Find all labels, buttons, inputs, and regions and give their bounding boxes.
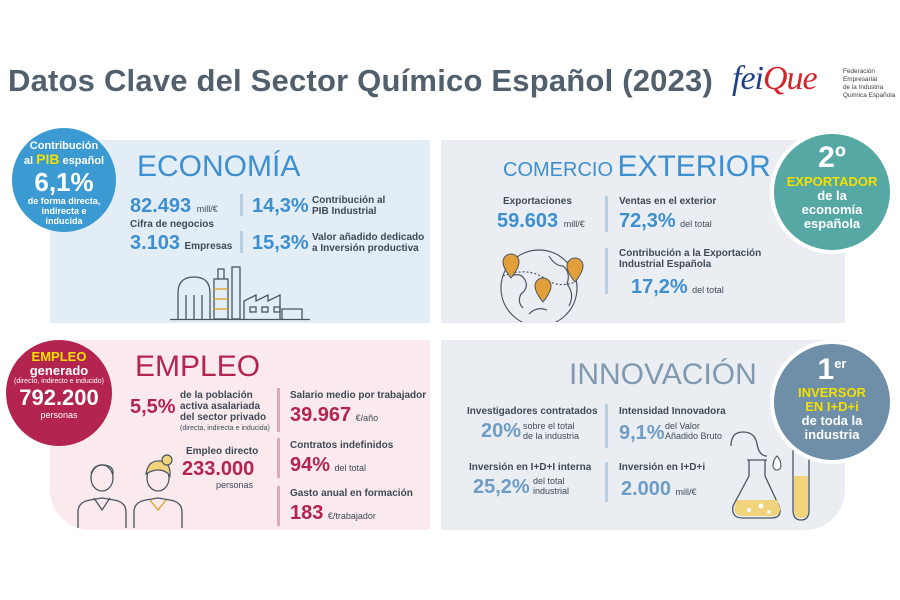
logo-subtitle: Federación Empresarial de la Industria Quí… — [843, 68, 896, 99]
inversor-circle: 1er INVERSOR EN I+D+i de toda la industria — [770, 340, 894, 464]
logo-wordmark: feiQue — [732, 60, 818, 97]
exportador-circle: 2º EXPORTADOR de la economía española — [770, 130, 894, 254]
empresas-stat: 3.103 Empresas — [130, 232, 233, 254]
intensidad-label: Intensidad Innovadora — [619, 406, 726, 417]
circle-line: de la economía española — [801, 188, 863, 231]
divider — [605, 462, 608, 502]
gasto-formacion-label: Gasto anual en formación — [290, 488, 413, 499]
empleo-directo-value: 233.000 — [182, 458, 255, 480]
intensidad-value: 9,1% — [619, 422, 665, 444]
circle-line: personas — [40, 410, 78, 420]
lab-flask-icon — [730, 431, 813, 521]
exportaciones-label: Exportaciones — [503, 196, 572, 207]
inversion-interna-desc: del total industrial — [533, 476, 570, 496]
pib-value: 6,1% — [34, 167, 94, 197]
feique-logo: feiQue Federación Empresarial de la Indus… — [732, 60, 895, 104]
divider — [277, 438, 280, 478]
vab-value: 15,3% — [252, 232, 309, 254]
empleo-generado-value: 792.200 — [19, 385, 99, 410]
factory-icon — [170, 266, 310, 321]
rank-value: 1er — [817, 353, 847, 386]
ventas-exterior-stat: 72,3% del total — [619, 210, 712, 232]
economia-panel: ECONOMÍA 82.493 mill/€ Cifra de negocios… — [50, 140, 430, 323]
rank-value: 2º — [818, 141, 846, 174]
salario-stat: 39.967 €/año — [290, 404, 379, 426]
pib-contribution-circle: Contribución al PIB español 6,1% de form… — [12, 128, 116, 232]
inversion-interna-value: 25,2% — [473, 476, 530, 498]
divider — [605, 248, 608, 294]
investigadores-label: Investigadores contratados — [467, 406, 598, 417]
contratos-label: Contratos indefinidos — [290, 440, 394, 451]
circle-line: de forma directa, indirecta e inducida — [27, 196, 101, 226]
pib-industrial-label: Contribución al PIB Industrial — [312, 195, 386, 217]
empleo-directo-label: Empleo directo — [186, 446, 259, 457]
circle-line: INVERSOR EN I+D+i — [798, 385, 866, 414]
investigadores-stat: 20% — [481, 420, 522, 442]
inversion-idi-label: Inversión en I+D+i — [619, 462, 706, 473]
poblacion-activa-label: de la población activa asalariada del sect… — [180, 390, 270, 432]
circle-line: (directo, indirecto e inducido) — [14, 378, 104, 385]
divider — [277, 486, 280, 526]
cifra-negocios-label: Cifra de negocios — [130, 219, 214, 230]
workers-icon — [77, 454, 183, 528]
vab-label: Valor añadido dedicado a Inversión produc… — [312, 232, 425, 254]
intensidad-desc: del Valor Añadido Bruto — [665, 421, 723, 441]
contratos-stat: 94% del total — [290, 454, 367, 476]
ventas-exterior-label: Ventas en el exterior — [619, 196, 717, 207]
divider — [240, 231, 243, 253]
comercio-heading: COMERCIO EXTERIOR — [503, 150, 771, 183]
page-title: Datos Clave del Sector Químico Español (… — [8, 63, 714, 98]
empleo-panel: EMPLEO 5,5% de la población activa asalar… — [50, 340, 430, 530]
circle-line: EXPORTADOR — [786, 174, 878, 189]
divider — [240, 194, 243, 216]
contrib-export-label: Contribución a la Exportación Industrial … — [619, 248, 762, 270]
gasto-formacion-stat: 183 €/trabajador — [290, 502, 376, 524]
poblacion-activa-value: 5,5% — [130, 396, 176, 418]
circle-line: EMPLEO — [31, 349, 87, 364]
investigadores-desc: sobre el total de la industria — [523, 421, 580, 441]
salario-label: Salario medio por trabajador — [290, 390, 427, 401]
divider — [605, 404, 608, 448]
empleo-heading: EMPLEO — [135, 350, 261, 383]
divider — [605, 196, 608, 232]
circle-line: al PIB español — [23, 151, 105, 167]
innovacion-heading: INNOVACIÓN — [569, 358, 757, 391]
exportaciones-value: 59.603 mill/€ — [497, 210, 585, 232]
circle-line: Contribución — [29, 140, 99, 152]
globe-icon — [500, 249, 584, 322]
cifra-negocios-value: 82.493 mill/€ — [130, 195, 218, 217]
divider — [277, 388, 280, 432]
pib-industrial-value: 14,3% — [252, 195, 309, 217]
empleo-directo-unit: personas — [216, 480, 254, 490]
empleo-generado-circle: EMPLEO generado (directo, indirecto e in… — [6, 340, 112, 446]
inversion-idi-stat: 2.000 mill/€ — [621, 478, 697, 500]
economia-heading: ECONOMÍA — [137, 150, 301, 183]
circle-line: de toda la industria — [801, 413, 863, 442]
circle-line: generado — [29, 363, 89, 378]
inversion-interna-label: Inversión en I+D+I interna — [469, 462, 592, 473]
contrib-export-stat: 17,2% del total — [631, 276, 724, 298]
